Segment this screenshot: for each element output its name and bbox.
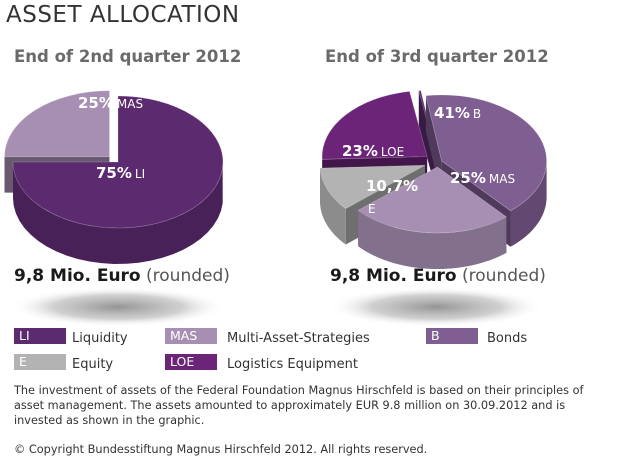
- pie-shadows: [10, 287, 544, 327]
- slice-label-b-q3: 41% B: [434, 104, 481, 122]
- slice-percent-b: 41%: [434, 104, 470, 122]
- legend-swatch-li: LI: [14, 328, 66, 344]
- legend-label-li: Liquidity: [72, 331, 128, 346]
- slice-percent-loe: 23%: [342, 142, 378, 160]
- total-note-q2: (rounded): [146, 266, 230, 286]
- slice-label-li-q3: 0,3% LI: [306, 78, 361, 96]
- slice-code-li: LI: [351, 81, 361, 95]
- slice-code-e: E: [368, 202, 376, 216]
- slice-label-loe-q3: 23% LOE: [342, 142, 404, 160]
- slice-mas-q3: [357, 166, 508, 270]
- page-title: ASSET ALLOCATION: [6, 2, 240, 28]
- slice-side-li: [13, 162, 223, 264]
- copyright: © Copyright Bundesstiftung Magnus Hirsch…: [14, 443, 428, 456]
- pie-chart-q2: 75% LI 25% MAS: [4, 90, 224, 264]
- legend-swatch-e: E: [14, 354, 66, 370]
- total-value-q2: 9,8 Mio. Euro: [14, 266, 141, 286]
- slice-percent-li: 0,3%: [306, 78, 348, 96]
- slice-label-mas-q3: 25% MAS: [450, 169, 515, 187]
- slice-top-li: [12, 95, 224, 229]
- slice-code-mas: MAS: [489, 172, 515, 186]
- slice-code-mas: MAS: [117, 97, 143, 111]
- slice-top-b: [425, 94, 547, 212]
- slice-percent-e: 10,7%: [366, 177, 418, 195]
- shadow-q3: [328, 287, 544, 327]
- total-q3: 9,8 Mio. Euro (rounded): [330, 266, 546, 286]
- shadow-q2: [10, 287, 226, 327]
- legend-label-loe: Logistics Equipment: [227, 357, 358, 372]
- legend-label-b: Bonds: [487, 331, 528, 346]
- footnote: The investment of assets of the Federal …: [14, 384, 584, 427]
- slice-percent-mas: 25%: [450, 169, 486, 187]
- slice-label-e-q3: 10,7% E: [366, 177, 418, 216]
- slice-top-loe: [321, 90, 428, 160]
- chart-title-q3: End of 3rd quarter 2012: [325, 47, 549, 66]
- total-value-q3: 9,8 Mio. Euro: [330, 266, 457, 286]
- slice-side-mas: [358, 210, 507, 270]
- slice-side-e: [320, 168, 346, 245]
- slice-top-mas: [357, 166, 508, 234]
- legend-swatch-loe: LOE: [165, 354, 217, 370]
- slice-code-b: B: [473, 107, 481, 121]
- slice-label-mas-q2: 25% MAS: [78, 94, 143, 112]
- slice-percent-li: 75%: [96, 164, 132, 182]
- legend-swatch-mas: MAS: [165, 328, 217, 344]
- slice-percent-mas: 25%: [78, 94, 114, 112]
- legend-label-mas: Multi-Asset-Strategies: [227, 331, 370, 346]
- slice-code-li: LI: [135, 167, 145, 181]
- slice-top-e: [319, 164, 426, 210]
- total-note-q3: (rounded): [462, 266, 546, 286]
- slice-label-li-q2: 75% LI: [96, 164, 145, 182]
- slice-side-b: [510, 162, 547, 247]
- pie-chart-q3: 41% B 25% MAS 10,7% E 23% LOE 0,3% LI: [306, 78, 547, 270]
- slice-top-mas: [4, 90, 110, 158]
- legend-swatch-b: B: [426, 328, 478, 344]
- slice-code-loe: LOE: [381, 145, 404, 159]
- legend-label-e: Equity: [72, 357, 114, 372]
- total-q2: 9,8 Mio. Euro (rounded): [14, 266, 230, 286]
- slice-li-q2: [12, 95, 224, 264]
- chart-title-q2: End of 2nd quarter 2012: [14, 47, 242, 66]
